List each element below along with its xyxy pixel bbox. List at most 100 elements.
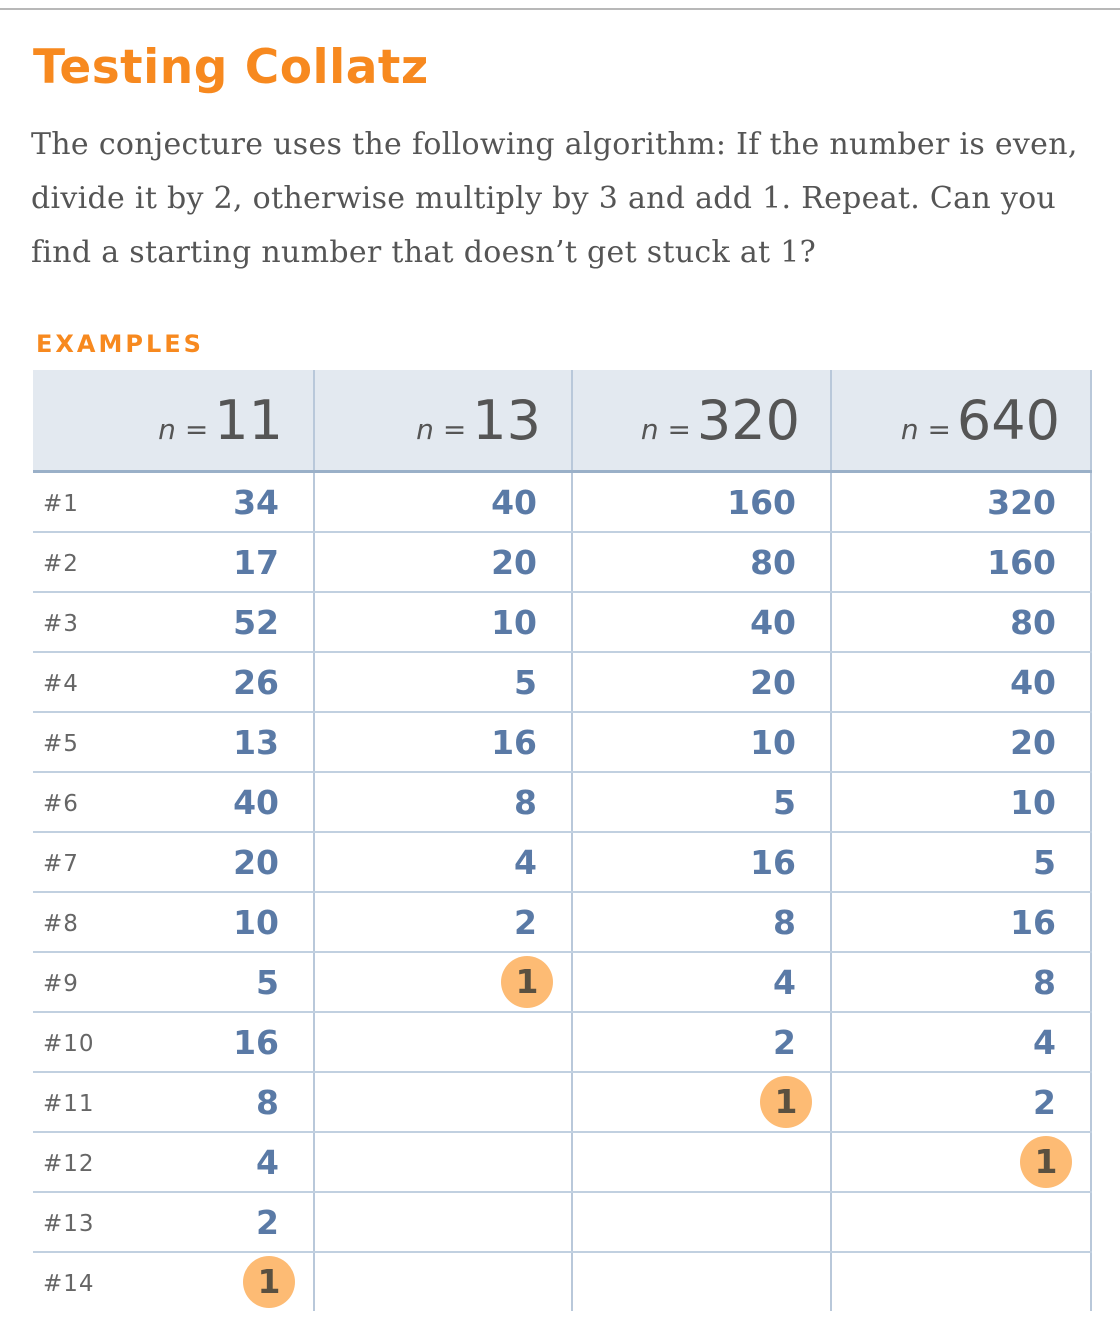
- table-body: #1 34 40 160 320 #2 17 20 80 160 #3 52 10 40 80 #4 26 5 20…: [33, 471, 1092, 1311]
- table-row: #6 40 8 5 10: [33, 772, 1092, 833]
- step-value: 20: [233, 842, 279, 882]
- table-cell: [572, 1132, 832, 1193]
- step-value: 40: [1010, 662, 1056, 702]
- step-label: #9: [43, 971, 79, 998]
- column-header-n-13: n = 13: [314, 370, 573, 473]
- table-cell: #10 16: [33, 1012, 315, 1073]
- column-header-n-640: n = 640: [831, 370, 1092, 473]
- table-cell: 40: [314, 471, 573, 533]
- step-value: 2: [256, 1202, 279, 1242]
- step-label: #6: [43, 791, 79, 818]
- table-cell: 10: [314, 592, 573, 653]
- table-cell: 1: [831, 1132, 1092, 1193]
- step-value: 40: [233, 782, 279, 822]
- step-value: 34: [233, 482, 279, 522]
- table-cell: 20: [314, 532, 573, 593]
- table-row: #10 16 2 4: [33, 1012, 1092, 1073]
- step-value: 20: [491, 542, 537, 582]
- table-cell: 20: [831, 712, 1092, 773]
- step-value: 10: [1010, 782, 1056, 822]
- intro-paragraph: The conjecture uses the following algori…: [31, 127, 1078, 270]
- table-cell: 8: [831, 952, 1092, 1013]
- step-value: 80: [750, 542, 796, 582]
- column-header-n-320: n = 320: [572, 370, 832, 473]
- table-cell: 2: [831, 1072, 1092, 1133]
- step-value: 13: [233, 722, 279, 762]
- table-row: #8 10 2 8 16: [33, 892, 1092, 953]
- step-value: 10: [750, 722, 796, 762]
- collatz-examples-table: n = 11 n = 13 n = 320 n = 640 #1 34 40 160 320 #2 17 2…: [33, 370, 1092, 1311]
- table-cell: [314, 1012, 573, 1073]
- n-label: n =: [416, 412, 467, 446]
- start-value: 640: [956, 388, 1060, 452]
- terminal-one-badge: 1: [760, 1076, 812, 1128]
- table-row: #12 4 1: [33, 1132, 1092, 1193]
- table-cell: 40: [831, 652, 1092, 713]
- table-cell: 320: [831, 471, 1092, 533]
- terminal-one-badge: 1: [1020, 1136, 1072, 1188]
- step-value: 80: [1010, 602, 1056, 642]
- table-row: #4 26 5 20 40: [33, 652, 1092, 713]
- table-cell: 160: [572, 471, 832, 533]
- n-label: n =: [900, 412, 951, 446]
- step-value: 2: [514, 902, 537, 942]
- table-cell: 10: [572, 712, 832, 773]
- table-cell: #6 40: [33, 772, 315, 833]
- step-value: 16: [233, 1022, 279, 1062]
- terminal-one-badge: 1: [501, 956, 553, 1008]
- step-value: 4: [256, 1142, 279, 1182]
- table-cell: [572, 1192, 832, 1253]
- table-cell: [831, 1252, 1092, 1311]
- step-label: #4: [43, 671, 79, 698]
- step-value: 8: [773, 902, 796, 942]
- table-cell: 5: [572, 772, 832, 833]
- step-label: #8: [43, 911, 79, 938]
- table-cell: 10: [831, 772, 1092, 833]
- step-label: #7: [43, 851, 79, 878]
- table-cell: #7 20: [33, 832, 315, 893]
- table-cell: #5 13: [33, 712, 315, 773]
- step-value: 20: [1010, 722, 1056, 762]
- step-label: #1: [43, 491, 79, 518]
- step-value: 8: [1033, 962, 1056, 1002]
- step-label: #14: [43, 1271, 95, 1298]
- step-value: 5: [256, 962, 279, 1002]
- start-value: 13: [472, 388, 541, 452]
- step-label: #5: [43, 731, 79, 758]
- terminal-one-badge: 1: [243, 1256, 295, 1308]
- step-value: 4: [514, 842, 537, 882]
- table-cell: #3 52: [33, 592, 315, 653]
- table-cell: #9 5: [33, 952, 315, 1013]
- step-value: 4: [1033, 1022, 1056, 1062]
- step-value: 8: [256, 1082, 279, 1122]
- start-value: 320: [696, 388, 800, 452]
- table-cell: 1: [572, 1072, 832, 1133]
- step-label: #13: [43, 1211, 95, 1238]
- step-value: 16: [491, 722, 537, 762]
- step-value: 40: [491, 482, 537, 522]
- n-label: n =: [640, 412, 691, 446]
- examples-heading: EXAMPLES: [36, 330, 204, 358]
- table-cell: 16: [572, 832, 832, 893]
- table-cell: 80: [831, 592, 1092, 653]
- table-cell: 5: [314, 652, 573, 713]
- table-cell: #12 4: [33, 1132, 315, 1193]
- table-row: #9 5 1 4 8: [33, 952, 1092, 1013]
- table-cell: 160: [831, 532, 1092, 593]
- step-value: 16: [750, 842, 796, 882]
- step-value: 160: [727, 482, 796, 522]
- page-title: Testing Collatz: [33, 40, 429, 95]
- table-row: #2 17 20 80 160: [33, 532, 1092, 593]
- step-value: 160: [987, 542, 1056, 582]
- table-cell: 16: [831, 892, 1092, 953]
- step-value: 5: [514, 662, 537, 702]
- table-row: #1 34 40 160 320: [33, 471, 1092, 533]
- table-cell: #13 2: [33, 1192, 315, 1253]
- table-cell: 4: [314, 832, 573, 893]
- table-row: #14 1: [33, 1252, 1092, 1311]
- table-row: #7 20 4 16 5: [33, 832, 1092, 893]
- table-cell: 5: [831, 832, 1092, 893]
- table-cell: 2: [314, 892, 573, 953]
- table-cell: [572, 1252, 832, 1311]
- table-cell: #4 26: [33, 652, 315, 713]
